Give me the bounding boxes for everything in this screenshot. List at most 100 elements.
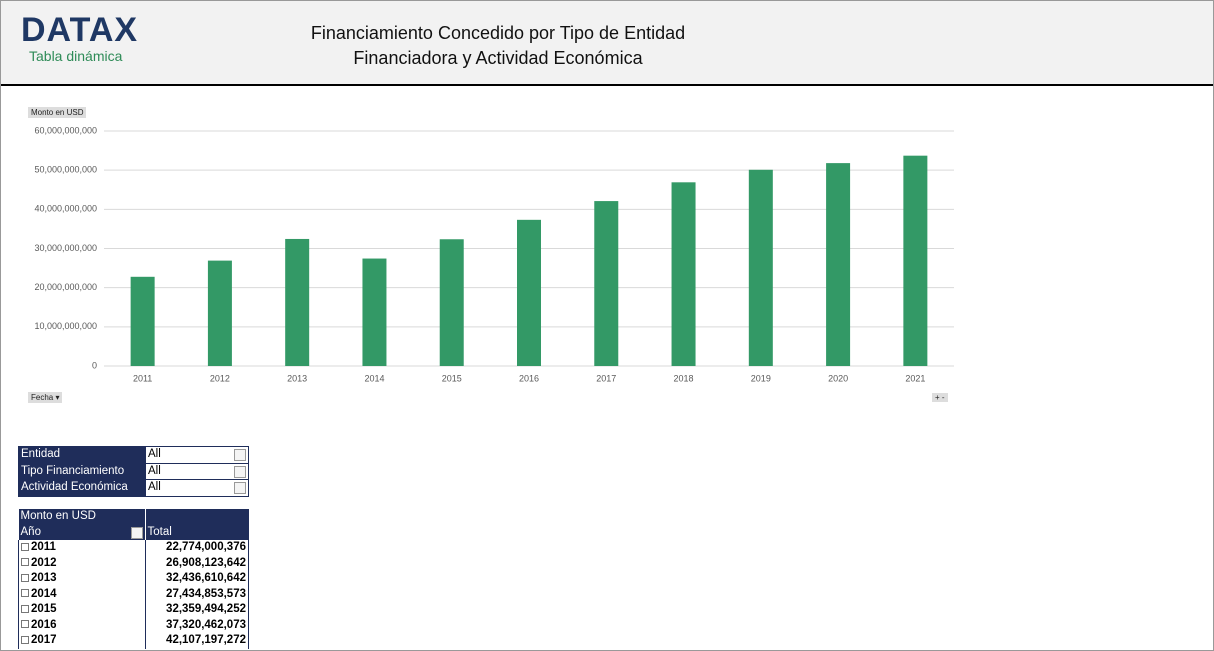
bar — [903, 155, 928, 366]
expand-icon[interactable] — [21, 635, 29, 644]
y-tick-label: 60,000,000,000 — [34, 125, 97, 135]
bar — [207, 260, 232, 366]
year-cell: 2017 — [18, 633, 146, 649]
filter-value[interactable]: All — [145, 462, 249, 480]
axis-field-label: Fecha — [31, 393, 54, 402]
x-tick-label: 2014 — [364, 373, 384, 383]
bar — [748, 169, 773, 366]
year: 2012 — [31, 556, 57, 569]
pivot-row: 2013 32,436,610,642 — [18, 571, 249, 587]
year: 2011 — [31, 541, 56, 553]
year: 2016 — [31, 618, 57, 631]
expand-icon[interactable] — [21, 542, 29, 551]
y-tick-label: 40,000,000,000 — [34, 204, 97, 214]
pivot-table: Monto en USD Año Total 2011 22,774,000,376 20… — [18, 509, 249, 649]
x-tick-label: 2011 — [133, 373, 152, 383]
subtitle: Tabla dinámica — [29, 48, 123, 64]
x-tick-label: 2016 — [519, 373, 539, 383]
title: Financiamiento Concedido por Tipo de Ent… — [248, 21, 748, 71]
filter-value[interactable]: All — [145, 446, 249, 464]
x-tick-label: 2020 — [828, 373, 848, 383]
pivot-row: 2016 37,320,462,073 — [18, 617, 249, 633]
pivot-title-row: Monto en USD — [18, 509, 249, 525]
pivot-row: 2011 22,774,000,376 — [18, 540, 249, 556]
filter-row: Tipo Financiamiento All — [18, 462, 249, 480]
x-tick-label: 2013 — [287, 373, 307, 383]
logo: DATAX — [21, 11, 139, 49]
year: 2013 — [31, 572, 57, 584]
pivot-title: Monto en USD — [18, 509, 145, 525]
pivot-row: 2014 27,434,853,573 — [18, 586, 249, 602]
year-cell: 2011 — [18, 540, 146, 556]
x-tick-label: 2012 — [210, 373, 230, 383]
row-header-text: Año — [20, 525, 41, 538]
filter-row: Entidad All — [18, 446, 249, 464]
chart: 0 10,000,000,000 20,000,000,000 30,000,000,… — [34, 125, 954, 383]
x-tick-label: 2021 — [905, 373, 925, 383]
filter-label: Tipo Financiamiento — [18, 462, 146, 480]
filter-row: Actividad Económica All — [18, 479, 249, 497]
title-line: Financiamiento Concedido por Tipo de Ent… — [310, 23, 686, 43]
value-header: Total — [144, 524, 249, 540]
total-cell: 32,436,610,642 — [145, 571, 249, 587]
x-tick-label: 2017 — [596, 373, 616, 383]
filter-label: Actividad Económica — [18, 479, 146, 497]
zoom-buttons[interactable]: + - — [932, 393, 948, 402]
bar — [671, 182, 696, 366]
year-cell: 2015 — [18, 602, 146, 618]
total-cell: 27,434,853,573 — [145, 586, 249, 602]
row-header: Año — [18, 524, 145, 540]
year-cell: 2012 — [18, 555, 146, 571]
pivot-row: 2017 42,107,197,272 — [18, 633, 249, 649]
expand-icon[interactable] — [21, 589, 29, 598]
filter-value-text: All — [148, 481, 161, 493]
total-cell: 42,107,197,272 — [145, 633, 249, 649]
year: 2015 — [31, 603, 57, 615]
dropdown[interactable] — [234, 465, 246, 478]
filter-value[interactable]: All — [145, 479, 249, 497]
expand-icon[interactable] — [21, 604, 29, 613]
bar — [517, 219, 541, 366]
total-cell: 37,320,462,073 — [145, 617, 249, 633]
filter-value-text: All — [148, 464, 161, 477]
year: 2014 — [31, 587, 57, 600]
total-cell: 22,774,000,376 — [145, 540, 249, 556]
pivot-row: 2012 26,908,123,642 — [18, 555, 249, 571]
y-tick-label: 20,000,000,000 — [34, 282, 97, 292]
expand-icon[interactable] — [21, 620, 29, 629]
title-line: Financiadora y Actividad Económica — [353, 48, 643, 68]
y-tick-label: 50,000,000,000 — [34, 165, 97, 175]
x-tick-label: 2019 — [751, 373, 771, 383]
year-cell: 2014 — [18, 586, 146, 602]
total-cell: 26,908,123,642 — [145, 555, 249, 571]
dropdown[interactable] — [234, 449, 246, 461]
bar — [439, 239, 464, 366]
bar — [130, 276, 155, 366]
value-field-button[interactable]: Monto en USD — [28, 107, 87, 118]
pivot-header-row: Año Total — [18, 524, 249, 540]
year: 2017 — [31, 634, 57, 646]
year-cell: 2013 — [18, 571, 146, 587]
filter-button[interactable] — [130, 526, 143, 539]
x-tick-label: 2015 — [442, 373, 462, 383]
bar — [362, 258, 387, 366]
axis-field-button[interactable]: Fecha ▾ — [28, 392, 63, 403]
pivot-blank — [144, 509, 249, 525]
expand-icon[interactable] — [21, 558, 29, 567]
y-tick-label: 30,000,000,000 — [34, 243, 97, 253]
filter-label: Entidad — [18, 446, 146, 464]
expand-icon[interactable] — [21, 573, 29, 582]
filter-value-text: All — [148, 448, 161, 460]
total-cell: 32,359,494,252 — [145, 602, 249, 618]
year-cell: 2016 — [18, 617, 146, 633]
y-tick-label: 10,000,000,000 — [34, 321, 97, 331]
header: DATAX Tabla dinámica Financiamiento Conc… — [1, 1, 1213, 86]
x-tick-label: 2018 — [674, 373, 694, 383]
filter-table: Entidad All Tipo Financiamiento All Activida… — [18, 446, 249, 497]
dropdown[interactable] — [234, 482, 246, 494]
bar — [285, 238, 310, 366]
bar — [826, 163, 851, 366]
y-tick-label: 0 — [92, 360, 97, 370]
